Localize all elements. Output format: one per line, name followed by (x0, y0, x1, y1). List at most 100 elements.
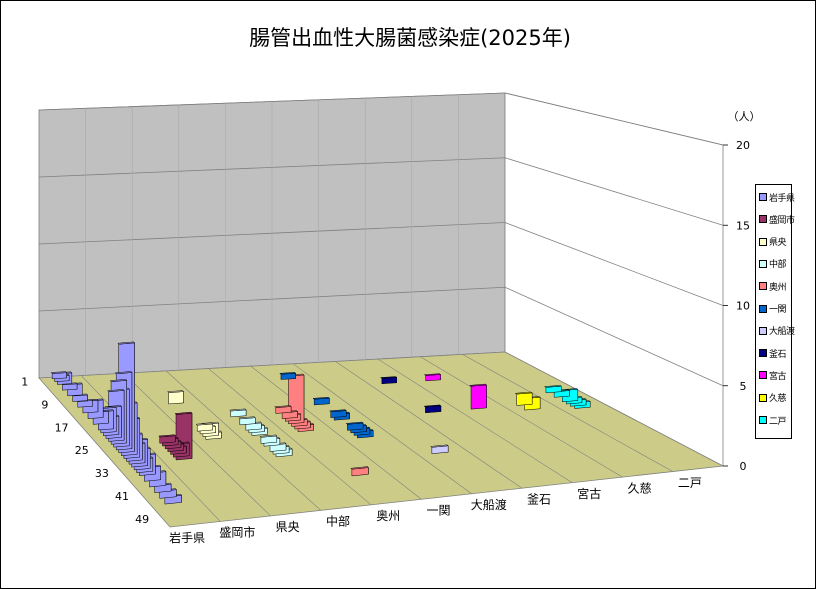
bar-mark (259, 434, 278, 444)
floor-gridline (462, 354, 673, 472)
legend-swatch (759, 393, 767, 402)
legend-label: 釜石 (769, 349, 787, 360)
bar-mark (423, 404, 442, 414)
legend-label: 久慈 (769, 394, 787, 405)
bar-top-face (328, 409, 347, 413)
bar-mark (543, 384, 563, 394)
floor-gridline (81, 375, 221, 522)
bar-top-face (379, 376, 398, 379)
y-tick-label: 10 (736, 300, 750, 313)
category-label: 釜石 (527, 491, 551, 506)
horizontal-gridline (38, 286, 724, 387)
legend-item: 宮古 (759, 368, 787, 382)
legend-swatch (759, 237, 767, 246)
floor-gridline (123, 373, 271, 517)
legend-swatch (759, 371, 767, 380)
legend: 岩手県盛岡市県央中部奥州一関大船渡釜石宮古久慈二戸 (755, 184, 795, 439)
legend-swatch (759, 282, 767, 291)
legend-item: 岩手県 (759, 190, 795, 204)
bar-top-face (238, 416, 256, 420)
y-tick-label: 5 (740, 380, 747, 393)
legend-label: 一関 (769, 305, 787, 315)
bar-top-face (158, 434, 176, 438)
bar-mark (158, 434, 176, 444)
y-axis-unit: （人） (728, 110, 761, 123)
category-label: 二戸 (678, 476, 702, 490)
week-tick-label: 25 (75, 444, 89, 457)
bar-mark (429, 444, 449, 454)
legend-swatch (759, 193, 767, 201)
legend-label: 県央 (769, 238, 787, 249)
category-label: 宮古 (577, 486, 601, 501)
category-label: 盛岡市 (219, 525, 255, 540)
legend-item: 釜石 (759, 346, 787, 360)
legend-item: 奥州 (759, 279, 787, 293)
y-tick-label: 0 (740, 460, 747, 473)
bar-top-face (279, 372, 297, 375)
bar-top-face (543, 385, 563, 388)
floor-gridline (165, 370, 322, 511)
bar-front-face (470, 384, 487, 410)
bar-mark (468, 383, 488, 410)
floor-gridline (208, 368, 372, 506)
legend-item: 盛岡市 (759, 212, 795, 226)
legend-swatch (759, 326, 767, 335)
bar-top-face (229, 408, 247, 412)
week-tick-label: 9 (41, 398, 48, 411)
bar-top-face (107, 389, 125, 392)
category-label: 大船渡 (471, 497, 507, 512)
legend-label: 大船渡 (769, 327, 795, 338)
bar-top-face (468, 383, 488, 387)
week-axis-ticks: 19 17 25 33 41 49 (21, 375, 149, 526)
week-tick-label: 17 (55, 421, 69, 434)
y-axis-ticks: 0 5 10 15 20 (723, 139, 750, 473)
floor-gridline (250, 365, 422, 500)
bar-front-face (516, 392, 533, 406)
bar-mark (379, 376, 398, 385)
bar-mark (423, 373, 442, 382)
bar-top-face (429, 444, 449, 448)
bar-top-face (109, 379, 128, 382)
legend-label: 宮古 (769, 371, 787, 382)
bar-mark (166, 390, 185, 405)
y-tick-label: 15 (736, 219, 750, 232)
bar-mark (350, 466, 370, 477)
horizontal-gridline (38, 157, 724, 226)
bar-mark (345, 421, 364, 431)
bar-mark (244, 421, 263, 431)
legend-swatch (759, 304, 767, 313)
bar-top-face (117, 341, 136, 345)
y-tick-label: 20 (736, 139, 750, 152)
bar-mark (50, 371, 68, 380)
bar-mark (238, 416, 256, 426)
floor-gridline (293, 363, 472, 494)
week-tick-label: 1 (21, 375, 28, 388)
legend-item: 久慈 (759, 391, 787, 405)
bar-series-group (50, 341, 592, 505)
bar-top-face (195, 422, 214, 426)
floor-gridline (420, 356, 623, 478)
legend-label: 岩手県 (769, 193, 795, 204)
category-axis-labels: 岩手県 盛岡市 県央 中部 奥州 一関 大船渡 釜石 宮古 久慈 二戸 (169, 476, 702, 545)
legend-label: 奥州 (769, 282, 787, 293)
bar-top-face (166, 390, 185, 393)
bar-top-face (312, 396, 331, 400)
category-label: 県央 (276, 520, 300, 534)
legend-label: 二戸 (769, 416, 787, 427)
legend-item: 中部 (759, 257, 787, 271)
chart-title: 腸管出血性大腸菌感染症(2025年) (249, 26, 571, 50)
bar-mark (514, 391, 533, 406)
legend-swatch (759, 259, 767, 268)
category-label: 岩手県 (169, 530, 205, 545)
floor-gridline (377, 358, 573, 483)
category-label: 久慈 (628, 480, 652, 495)
legend-item: 県央 (759, 235, 787, 249)
legend-swatch (759, 349, 767, 358)
legend-swatch (759, 416, 767, 424)
horizontal-gridline (38, 222, 724, 306)
gridlines (38, 92, 724, 522)
legend-item: 二戸 (759, 413, 787, 427)
bar-mark (195, 422, 214, 432)
week-tick-label: 49 (135, 513, 149, 526)
category-label: 奥州 (376, 509, 400, 523)
